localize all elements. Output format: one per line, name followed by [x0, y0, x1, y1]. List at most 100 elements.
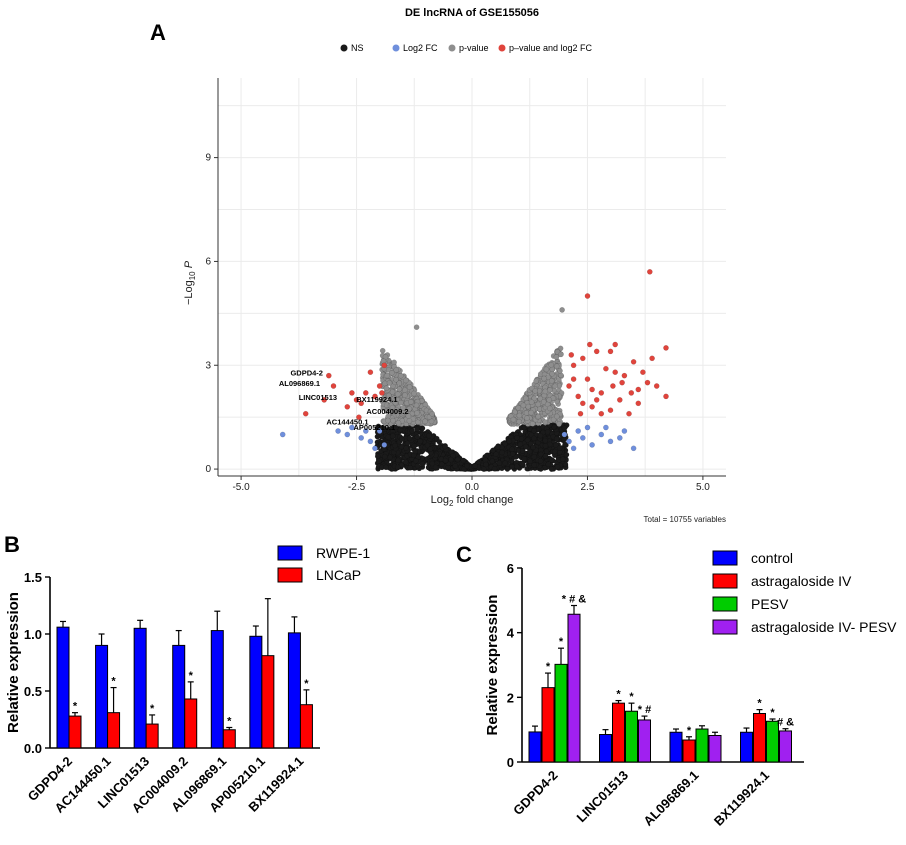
fc-point — [381, 442, 388, 448]
pvalue-point — [393, 367, 400, 373]
y-axis-label: Relative expression — [5, 592, 22, 733]
sig-point — [617, 397, 623, 403]
pvalue-point — [395, 419, 402, 426]
sig-point — [575, 393, 582, 400]
sig-point — [607, 348, 614, 355]
legend-swatch — [277, 545, 303, 561]
panel-letter-b: B — [4, 532, 20, 557]
ns-point — [424, 442, 431, 449]
sig-point — [566, 383, 572, 389]
ns-point — [491, 465, 498, 472]
bar — [669, 731, 683, 763]
x-tick-label: -5.0 — [232, 482, 250, 493]
fc-point — [570, 445, 577, 452]
fc-point — [279, 431, 286, 438]
legend-swatch — [448, 44, 456, 52]
y-tick-label: 6 — [205, 256, 211, 267]
ns-point — [374, 453, 381, 460]
pvalue-point — [386, 380, 393, 386]
legend-label: control — [751, 550, 793, 566]
sig-point — [353, 397, 360, 403]
sig-point — [325, 372, 332, 379]
bar — [133, 627, 147, 749]
fc-point — [376, 428, 383, 434]
pvalue-point — [520, 402, 527, 409]
ns-point — [381, 453, 388, 460]
bar — [68, 715, 82, 749]
sig-point — [580, 400, 586, 407]
pvalue-point — [552, 383, 558, 390]
sig-point — [621, 372, 628, 379]
bar — [56, 626, 70, 749]
legend-label: p-value — [459, 43, 489, 53]
sig-point — [598, 390, 605, 396]
ns-point — [509, 451, 516, 457]
x-tick-label: 5.0 — [696, 482, 710, 493]
ns-point — [412, 448, 419, 455]
fc-point — [584, 424, 591, 431]
ns-point — [502, 460, 508, 466]
pvalue-point — [400, 404, 407, 411]
pvalue-point — [537, 395, 544, 402]
fc-point — [580, 435, 586, 441]
legend-swatch — [340, 44, 348, 52]
ns-point — [554, 463, 561, 470]
panel-letter-c: C — [456, 542, 472, 567]
fc-point — [367, 438, 374, 445]
significance-mark: * # — [638, 704, 651, 716]
pvalue-point — [402, 392, 408, 399]
ns-point — [387, 454, 393, 461]
ns-point — [394, 464, 401, 471]
ns-point — [438, 461, 445, 468]
pvalue-point — [553, 354, 560, 360]
gene-label: BX119924.1 — [356, 395, 397, 404]
bar — [261, 655, 275, 749]
pvalue-point — [547, 387, 553, 393]
fc-point — [561, 431, 568, 438]
bar — [625, 710, 638, 763]
bar — [779, 730, 792, 763]
pvalue-point — [553, 363, 560, 370]
sig-point — [349, 390, 355, 396]
ns-point — [489, 458, 496, 465]
sig-point — [607, 407, 614, 414]
gene-label: LINC01513 — [299, 393, 337, 402]
legend-label: p–value and log2 FC — [509, 43, 593, 53]
bar — [95, 644, 109, 749]
y-tick-label: 9 — [205, 153, 211, 164]
volcano-points — [279, 268, 669, 472]
bar — [287, 632, 301, 749]
ns-point — [524, 437, 531, 444]
pvalue-point — [397, 372, 404, 379]
pvalue-point — [543, 366, 550, 373]
pvalue-point — [515, 404, 522, 411]
bar — [299, 704, 313, 749]
sig-point — [610, 383, 616, 389]
pvalue-point — [396, 380, 403, 387]
y-axis-label: Relative expression — [484, 595, 501, 736]
pvalue-point — [389, 404, 396, 411]
pvalue-point — [532, 388, 539, 394]
bar — [184, 698, 198, 749]
ns-point — [436, 439, 443, 445]
pvalue-point — [558, 351, 564, 358]
ns-point — [376, 458, 382, 464]
gene-label: AL096869.1 — [279, 379, 320, 388]
sig-point — [640, 369, 646, 376]
pvalue-point — [525, 403, 532, 410]
y-tick-label: 6 — [507, 561, 514, 576]
pvalue-point — [422, 418, 428, 425]
sig-point — [612, 369, 619, 376]
bar — [567, 613, 581, 763]
ns-point — [544, 429, 551, 435]
sig-point — [663, 393, 669, 400]
ns-point — [509, 463, 515, 470]
legend-swatch — [277, 567, 303, 583]
bar — [638, 719, 651, 763]
sig-point — [587, 341, 593, 348]
ns-point — [559, 456, 566, 463]
sig-point — [584, 376, 591, 382]
ns-point — [406, 435, 413, 442]
sig-point — [321, 397, 328, 403]
